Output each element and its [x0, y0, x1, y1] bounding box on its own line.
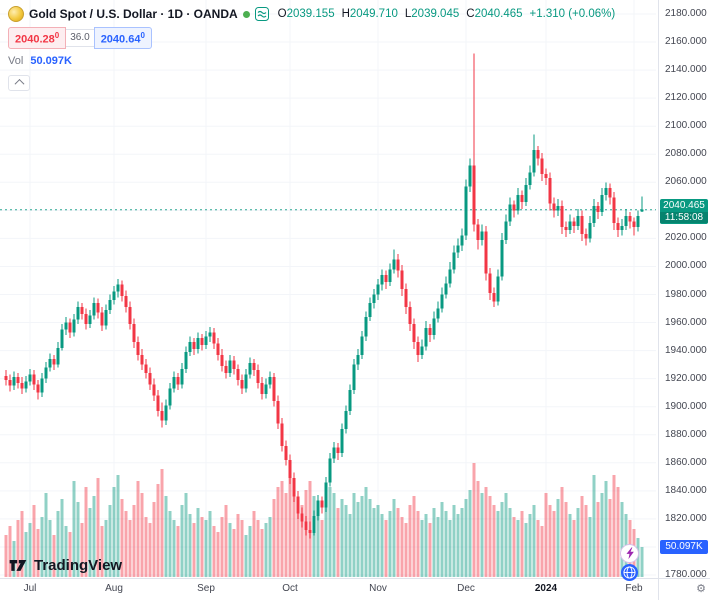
- legend-main-row: Gold Spot / U.S. Dollar · 1D · OANDA O20…: [8, 6, 615, 22]
- ohlc-values: O2039.155 H2049.710 L2039.045 C2040.465: [278, 8, 523, 20]
- axis-settings-gear-icon[interactable]: ⚙: [696, 583, 706, 595]
- low-value: 2039.045: [411, 8, 460, 20]
- price-tick-label: 2120.000: [665, 92, 707, 104]
- lightning-bolt-icon: [626, 547, 634, 560]
- tradingview-mark-icon: [9, 560, 27, 571]
- price-tick-label: 2140.000: [665, 64, 707, 76]
- gold-coin-icon: [8, 6, 24, 22]
- price-tick-label: 1920.000: [665, 372, 707, 384]
- grid-lines: [0, 0, 656, 578]
- globe-icon: [623, 566, 636, 579]
- bid-value: 2040.28: [15, 33, 55, 46]
- time-tick-label: Dec: [457, 583, 475, 594]
- volume-row: Vol 50.097K: [8, 55, 615, 67]
- price-tick-label: 1780.000: [665, 569, 707, 580]
- price-tick-label: 1980.000: [665, 288, 707, 300]
- session-wave-icon[interactable]: [254, 7, 269, 21]
- price-tick-label: 2020.000: [665, 232, 707, 244]
- time-tick-label: 2024: [534, 583, 558, 594]
- price-tick-label: 2000.000: [665, 260, 707, 272]
- sell-price-button[interactable]: 2040.280: [8, 27, 67, 49]
- high-value: 2049.710: [349, 8, 398, 20]
- candle-series: [4, 53, 644, 539]
- price-axis-border: [658, 0, 659, 600]
- price-tick-label: 1820.000: [665, 512, 707, 524]
- ask-value: 2040.64: [100, 33, 141, 46]
- volume-series: [4, 463, 644, 577]
- time-axis-border: [0, 578, 710, 579]
- price-tick-label: 2060.000: [665, 176, 707, 188]
- bid-ask-row: 2040.280 36.0 2040.640: [8, 27, 615, 49]
- price-tick-label: 2160.000: [665, 36, 707, 48]
- collapse-legend-button[interactable]: [8, 74, 30, 91]
- last-price-label: 2040.465 11:58:08: [660, 198, 708, 224]
- volume-label: Vol: [8, 54, 24, 67]
- close-value: 2040.465: [474, 8, 523, 20]
- close-label: C: [466, 8, 475, 20]
- price-tick-label: 1880.000: [665, 428, 707, 440]
- open-label: O: [277, 8, 287, 20]
- change-value: +1.310 (+0.06%): [529, 8, 616, 20]
- ask-fraction: 0: [140, 31, 145, 40]
- low-label: L: [404, 8, 412, 20]
- tradingview-wordmark: TradingView: [34, 556, 123, 574]
- spread-value: 36.0: [66, 28, 94, 47]
- last-price-value: 2040.465: [663, 199, 705, 211]
- price-tick-label: 2100.000: [665, 120, 707, 132]
- price-axis[interactable]: 2180.000 2160.000 2140.000 2120.000 2100.000…: [658, 0, 710, 580]
- chevron-up-icon: [14, 79, 24, 90]
- time-tick-label: Nov: [369, 583, 387, 594]
- price-tick-label: 1900.000: [665, 400, 707, 412]
- price-tick-label: 1840.000: [665, 484, 707, 496]
- buy-price-button[interactable]: 2040.640: [93, 27, 152, 49]
- chart-legend: Gold Spot / U.S. Dollar · 1D · OANDA O20…: [8, 6, 615, 91]
- price-tick-label: 1940.000: [665, 344, 707, 356]
- price-tick-label: 1860.000: [665, 456, 707, 468]
- lightning-alert-button[interactable]: [620, 544, 639, 563]
- symbol-title[interactable]: Gold Spot / U.S. Dollar · 1D · OANDA: [29, 7, 238, 21]
- price-tick-label: 2180.000: [665, 8, 707, 19]
- time-tick-label: Aug: [105, 583, 123, 594]
- volume-current-value: 50.097K: [30, 54, 72, 67]
- time-tick-label: Feb: [625, 583, 643, 594]
- time-tick-label: Oct: [282, 583, 298, 594]
- bid-fraction: 0: [54, 31, 60, 40]
- tradingview-logo[interactable]: TradingView: [8, 555, 122, 575]
- bar-countdown: 11:58:08: [660, 211, 708, 223]
- price-tick-label: 2080.000: [665, 148, 707, 160]
- high-label: H: [341, 8, 350, 20]
- volume-value-tag: 50.097K: [660, 540, 708, 554]
- time-tick-label: Sep: [197, 583, 215, 594]
- globe-button[interactable]: [621, 564, 638, 581]
- time-axis[interactable]: Jul Aug Sep Oct Nov Dec 2024 Feb: [0, 578, 656, 600]
- time-tick-label: Jul: [23, 583, 37, 594]
- market-open-dot-icon: [242, 10, 250, 18]
- open-value: 2039.155: [286, 8, 335, 20]
- price-tick-label: 1960.000: [665, 316, 707, 328]
